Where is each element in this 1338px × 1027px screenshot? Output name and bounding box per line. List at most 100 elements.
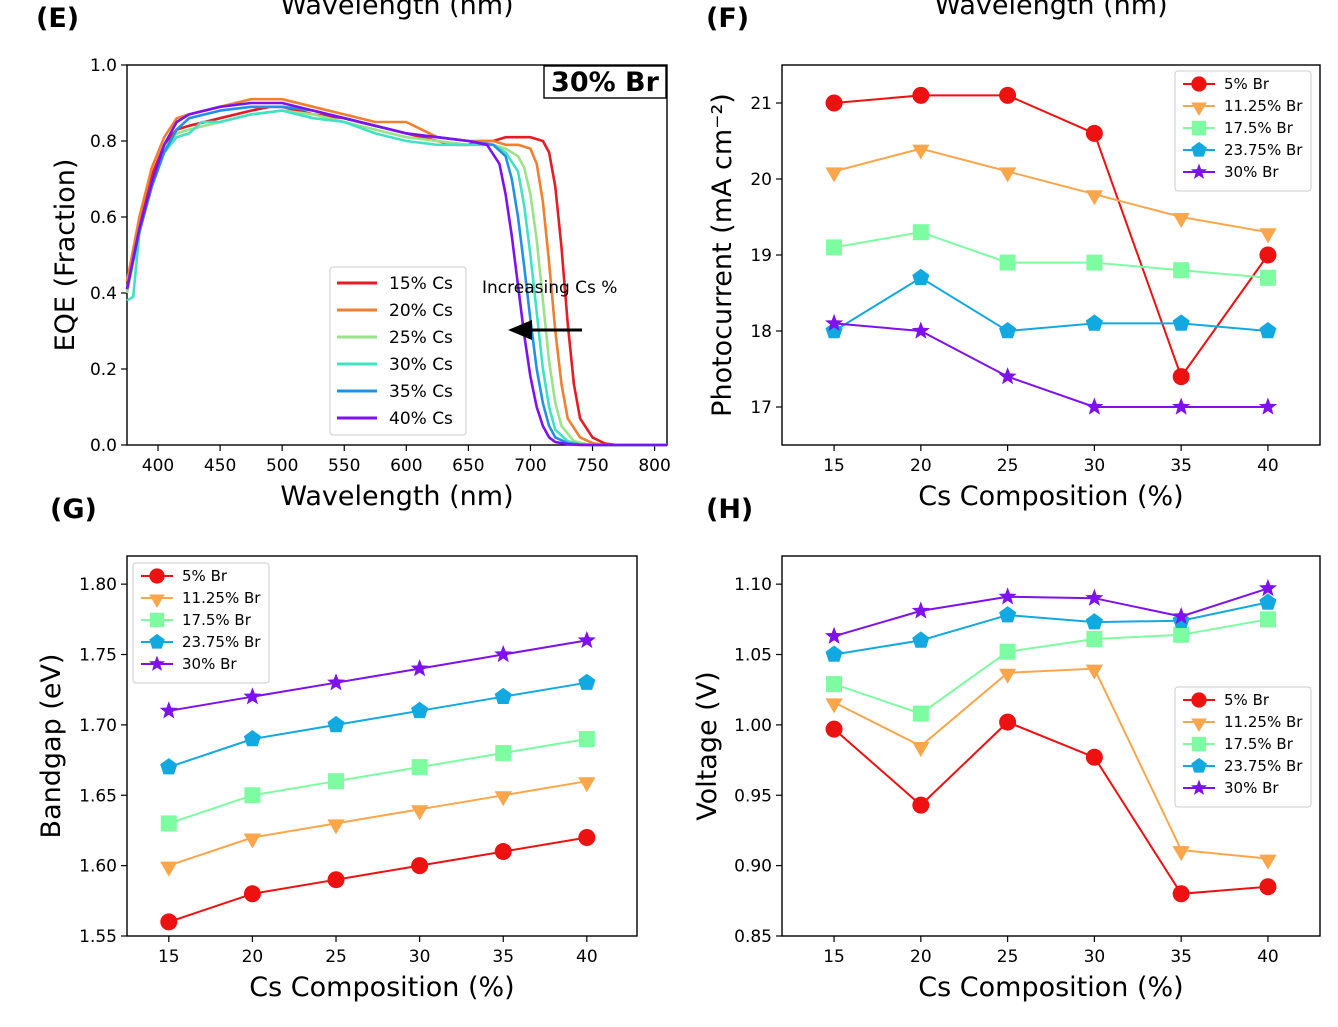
x-tick-label: 500 (266, 456, 298, 476)
panel-label-h: (H) (706, 494, 753, 525)
x-axis-label: Cs Composition (%) (249, 972, 514, 1003)
legend-label: 17.5% Br (1224, 735, 1294, 753)
legend-marker (1191, 757, 1207, 773)
data-point (1085, 397, 1104, 415)
x-tick-label: 35 (1170, 456, 1192, 476)
data-point (998, 367, 1017, 385)
data-point (411, 701, 429, 719)
x-tick-label: 15 (823, 456, 845, 476)
data-point (1086, 631, 1103, 648)
series-11.25% Br (825, 144, 1277, 244)
x-tick-label: 800 (638, 456, 670, 476)
legend-label: 5% Br (1224, 691, 1270, 709)
legend-frame (132, 562, 270, 684)
cut-top-label-left: Wavelength (nm) (280, 0, 513, 21)
data-point (999, 713, 1017, 731)
y-tick-label: 1.65 (79, 786, 117, 806)
x-tick-label: 450 (204, 456, 236, 476)
data-point (999, 254, 1016, 271)
eqe-curve (125, 101, 667, 447)
legend-marker (149, 594, 165, 608)
legend-marker (149, 633, 165, 649)
legend: 15% Cs 20% Cs 25% Cs 30% Cs 35% Cs 40% Cs (329, 266, 467, 436)
cut-top-label-right: Wavelength (nm) (934, 0, 1167, 21)
series-line (833, 601, 1269, 656)
y-tick-label: 1.00 (734, 716, 772, 736)
series-line (833, 147, 1269, 234)
br-label: 30% Br (551, 67, 660, 98)
data-point (1172, 314, 1190, 331)
data-point (1173, 626, 1190, 643)
data-point (243, 687, 262, 705)
y-axis-label: EQE (Fraction) (50, 159, 81, 352)
x-tick-label: 35 (1170, 947, 1192, 967)
chart-E: 400 450 500 550 600 650 700 750 800 0.0 0.2 0.4 0.6 0… (50, 56, 671, 512)
y-tick-label: 21 (750, 94, 772, 114)
series-line (833, 618, 1269, 715)
series-line (168, 681, 587, 769)
legend-marker (1191, 76, 1207, 92)
series-30% Br (825, 578, 1277, 644)
series-5% Br (160, 828, 596, 931)
y-tick-label: 1.75 (79, 646, 117, 666)
x-tick-label: 30 (1084, 947, 1106, 967)
data-point (912, 796, 930, 814)
data-point (998, 587, 1017, 605)
data-point (159, 701, 178, 719)
data-point (160, 815, 177, 832)
data-point (825, 720, 843, 738)
legend-marker (1190, 779, 1208, 795)
data-point (1172, 846, 1190, 862)
y-tick-label: 0.4 (90, 284, 117, 304)
legend-label: 30% Cs (389, 355, 453, 375)
series-line (168, 780, 587, 867)
x-tick-label: 30 (1084, 456, 1106, 476)
data-point (327, 819, 345, 835)
series-5% Br (825, 713, 1277, 903)
data-point (494, 791, 512, 807)
x-tick-label: 550 (328, 456, 360, 476)
x-tick-label: 20 (910, 456, 932, 476)
y-tick-label: 1.10 (734, 575, 772, 595)
data-point (578, 673, 596, 690)
y-axis-label: Photocurrent (mA cm⁻²) (707, 93, 738, 417)
legend-label: 11.25% Br (182, 589, 261, 607)
y-tick-label: 17 (750, 398, 772, 418)
data-point (160, 861, 178, 877)
y-tick-label: 1.70 (79, 716, 117, 736)
series-line (834, 322, 1268, 408)
legend-label: 11.25% Br (1224, 97, 1303, 115)
legend-marker (1191, 718, 1207, 732)
y-tick-label: 0.85 (734, 927, 772, 947)
series-line (833, 276, 1268, 333)
legend-label: 30% Br (1224, 779, 1279, 797)
data-point (160, 758, 178, 775)
legend-marker (1190, 163, 1208, 179)
legend-marker (1191, 141, 1207, 157)
data-point (244, 787, 261, 804)
series-17.5% Br (826, 611, 1276, 722)
data-point (1258, 397, 1277, 415)
y-tick-label: 19 (750, 246, 772, 266)
x-axis-label: Cs Composition (%) (918, 972, 1183, 1003)
legend-marker (1191, 120, 1207, 136)
y-tick-label: 1.0 (90, 56, 117, 76)
legend-label: 17.5% Br (182, 611, 252, 629)
legend-label: 23.75% Br (182, 633, 261, 651)
x-tick-label: 400 (142, 456, 174, 476)
y-tick-label: 0.0 (90, 436, 117, 456)
series-line (833, 231, 1268, 279)
data-point (912, 742, 930, 757)
x-tick-label: 750 (576, 456, 608, 476)
panel-label-e: (E) (36, 3, 79, 34)
panel-label-f: (F) (706, 3, 749, 34)
chart-H: 15 20 25 30 35 40 0.85 0.90 0.95 1.00 1.05 1.10 Cs C… (692, 555, 1321, 1003)
x-tick-label: 650 (452, 456, 484, 476)
data-point (1259, 611, 1276, 628)
data-point (911, 321, 930, 339)
data-point (1172, 368, 1190, 386)
y-tick-label: 0.90 (734, 857, 772, 877)
data-point (411, 805, 429, 821)
data-point (327, 871, 345, 889)
data-point (1259, 246, 1277, 264)
